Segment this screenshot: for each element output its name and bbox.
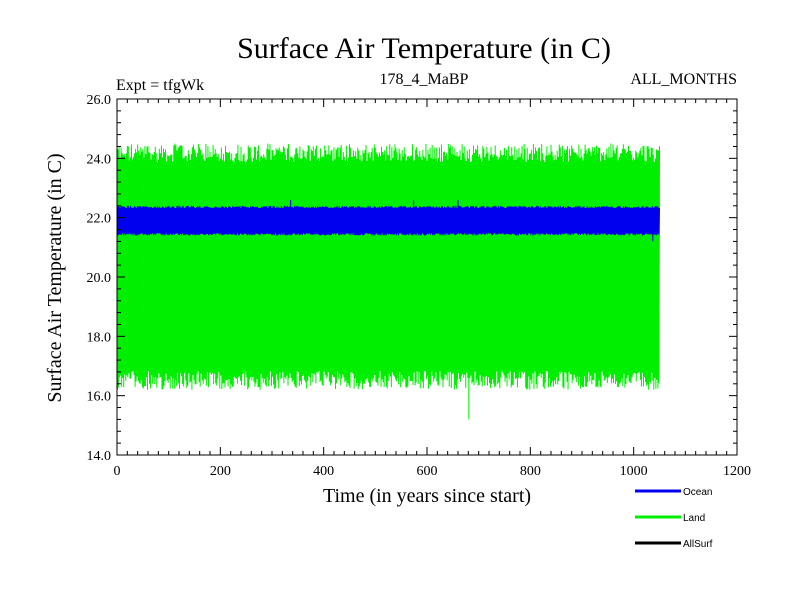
axis-ticks <box>116 98 738 456</box>
chart-title: Surface Air Temperature (in C) <box>237 32 611 65</box>
plot-area: 0 200 400 600 800 1000 1200 14.0 16.0 18.0 20.0 22… <box>87 93 752 479</box>
x-tick-labels: 0 200 400 600 800 1000 1200 <box>114 464 752 479</box>
legend-label-land: Land <box>683 513 705 524</box>
x-tick-label: 1200 <box>723 464 751 479</box>
x-tick-label: 400 <box>313 464 334 479</box>
y-tick-labels: 14.0 16.0 18.0 20.0 22.0 24.0 26.0 <box>87 93 112 464</box>
series-ocean <box>116 199 660 242</box>
x-tick-label: 800 <box>520 464 541 479</box>
x-tick-label: 200 <box>210 464 231 479</box>
x-axis-label: Time (in years since start) <box>323 485 531 507</box>
y-tick-label: 20.0 <box>87 271 112 286</box>
legend: Ocean Land AllSurf <box>635 487 713 550</box>
x-tick-label: 0 <box>114 464 121 479</box>
series-line-ocean <box>116 199 660 242</box>
series-land <box>116 143 660 420</box>
legend-label-ocean: Ocean <box>683 487 712 498</box>
series-line-land <box>116 143 660 420</box>
x-tick-label: 600 <box>417 464 438 479</box>
legend-label-allsurf: AllSurf <box>683 539 713 550</box>
y-tick-label: 18.0 <box>87 330 112 345</box>
y-tick-label: 14.0 <box>87 449 112 464</box>
subtitle-center: 178_4_MaBP <box>380 71 469 88</box>
y-tick-label: 22.0 <box>87 212 112 227</box>
subtitle-left: Expt = tfgWk <box>116 77 204 94</box>
subtitle-right: ALL_MONTHS <box>630 71 737 88</box>
y-axis-label: Surface Air Temperature (in C) <box>44 153 66 402</box>
x-tick-label: 1000 <box>620 464 648 479</box>
y-tick-label: 26.0 <box>87 93 112 108</box>
y-tick-label: 16.0 <box>87 390 112 405</box>
y-tick-label: 24.0 <box>87 152 112 167</box>
